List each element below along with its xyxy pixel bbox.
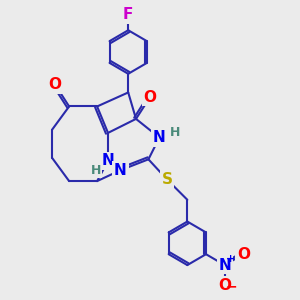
Text: H: H [170, 126, 180, 140]
Text: −: − [226, 280, 237, 294]
Text: N: N [153, 130, 166, 145]
Text: S: S [162, 172, 172, 187]
Text: N: N [218, 258, 231, 273]
Text: O: O [237, 247, 250, 262]
Text: O: O [143, 90, 157, 105]
Text: O: O [49, 77, 62, 92]
Text: N: N [102, 153, 114, 168]
Text: F: F [123, 7, 134, 22]
Text: H: H [90, 164, 101, 177]
Text: N: N [114, 163, 127, 178]
Text: +: + [226, 254, 236, 265]
Text: O: O [218, 278, 231, 293]
